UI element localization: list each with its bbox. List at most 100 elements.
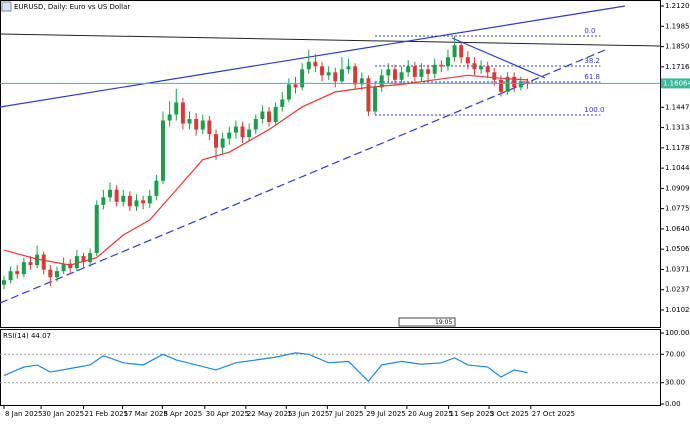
candle-body — [35, 254, 40, 266]
y-tick-label: 1.10440 — [665, 164, 690, 172]
y-tick-label: 1.14475 — [665, 103, 690, 111]
price-label: 1.16064 — [663, 79, 690, 87]
y-tick-label: 1.11785 — [665, 144, 690, 152]
candle-body — [267, 111, 272, 123]
candle-body — [207, 120, 212, 135]
candle-body — [359, 78, 364, 85]
candle-body — [419, 69, 424, 77]
rsi-line — [3, 352, 528, 383]
x-tick-label: 8 Apr 2025 — [163, 410, 202, 418]
rsi-label: RSI(14) 44.07 — [3, 332, 51, 340]
candle-body — [373, 87, 378, 112]
candle-body — [227, 132, 232, 139]
candle-body — [114, 189, 119, 202]
candle-body — [439, 64, 444, 67]
candle-body — [379, 75, 384, 88]
y-tick-label: 1.01025 — [665, 306, 690, 314]
candle-body — [15, 271, 20, 275]
candle-body — [154, 180, 159, 196]
candle-body — [240, 126, 245, 138]
candle-body — [108, 189, 112, 198]
candle-body — [452, 45, 457, 58]
candle-body — [167, 114, 172, 121]
trend-line — [451, 37, 546, 79]
candle-body — [273, 106, 278, 123]
candle-body — [353, 66, 358, 85]
countdown-box — [398, 317, 456, 327]
moving-average — [3, 74, 528, 266]
candle-body — [465, 57, 470, 64]
fib-label: 61.8 — [584, 73, 600, 81]
candle-body — [101, 197, 106, 205]
candle-body — [121, 195, 126, 202]
x-tick-label: 30 Jan 2025 — [42, 410, 84, 418]
candle-body — [472, 63, 477, 70]
candle-body — [300, 69, 305, 88]
candle-body — [174, 102, 179, 115]
candle-body — [412, 66, 417, 77]
candle-body — [518, 81, 523, 88]
candle-body — [479, 66, 484, 70]
price-box — [661, 78, 690, 89]
candle-body — [233, 126, 238, 133]
candle-body — [41, 254, 46, 270]
candle-body — [28, 262, 33, 266]
candle-body — [74, 256, 79, 269]
fib-label: 0.0 — [584, 27, 595, 35]
candle-body — [94, 204, 99, 254]
candle-body — [200, 120, 205, 130]
y-tick-label: 1.19855 — [665, 22, 690, 30]
candle-body — [194, 119, 199, 130]
candle-body — [141, 200, 146, 204]
candle-body — [54, 271, 59, 278]
candle-body — [127, 195, 132, 207]
candle-body — [498, 79, 503, 92]
candle-body — [346, 66, 351, 70]
candle-body — [247, 129, 252, 138]
candle-body — [339, 69, 344, 82]
y-tick-label: 1.21200 — [665, 2, 690, 10]
y-tick-label: 1.06405 — [665, 225, 690, 233]
candle-body — [512, 76, 517, 88]
x-tick-label: 22 May 2025 — [247, 410, 293, 418]
chart-title: EURUSD, Daily: Euro vs US Dollar — [14, 3, 130, 11]
x-tick-label: 27 Oct 2025 — [532, 410, 575, 418]
candle-body — [88, 253, 93, 263]
rsi-tick-label: 100.00 — [665, 329, 690, 337]
countdown: 19:05 — [435, 319, 452, 326]
candle-body — [366, 78, 371, 112]
candle-body — [280, 99, 285, 107]
trend-line — [0, 49, 606, 304]
y-tick-label: 1.17165 — [665, 63, 690, 71]
x-tick-label: 11 Sep 2025 — [450, 410, 494, 418]
candle-body — [81, 256, 86, 263]
candle-body — [386, 69, 391, 76]
candle-body — [306, 61, 311, 70]
candle-body — [505, 76, 510, 92]
candle-body — [48, 269, 53, 278]
x-tick-label: 7 Jul 2025 — [328, 410, 363, 418]
candle-body — [260, 111, 265, 120]
candle-body — [426, 69, 431, 74]
candle-body — [525, 81, 530, 84]
candle-body — [445, 57, 450, 67]
symbol-icon — [1, 1, 12, 12]
rsi-tick-label: 0.00 — [665, 400, 681, 408]
rsi-tick-label: 30.00 — [665, 379, 685, 387]
x-tick-label: 8 Jan 2025 — [5, 410, 43, 418]
x-tick-label: 29 Jul 2025 — [366, 410, 406, 418]
candle-body — [432, 64, 437, 74]
rsi-tick-label: 70.00 — [665, 350, 685, 358]
x-tick-label: 21 Feb 2025 — [84, 410, 128, 418]
candle-body — [21, 262, 26, 275]
fib-label: 100.0 — [584, 106, 604, 114]
y-tick-label: 1.05060 — [665, 245, 690, 253]
y-tick-label: 1.09095 — [665, 184, 690, 192]
y-tick-label: 1.18505 — [665, 43, 690, 51]
candle-body — [253, 119, 258, 130]
x-tick-label: 13 Jun 2025 — [287, 410, 329, 418]
candle-body — [293, 84, 298, 88]
candle-body — [333, 72, 338, 82]
y-tick-label: 1.13130 — [665, 124, 690, 132]
candle-body — [214, 134, 219, 148]
